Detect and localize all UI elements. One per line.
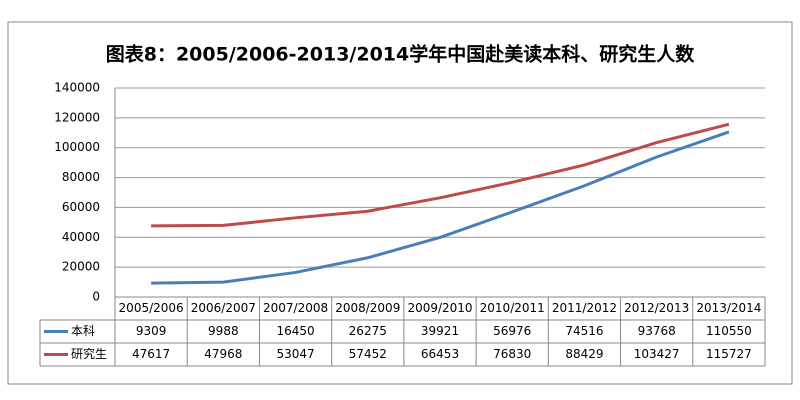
y-tick-label: 20000 [62, 260, 100, 274]
chart-frame [7, 21, 793, 385]
x-tick-label: 2013/2014 [696, 301, 761, 315]
x-tick-label: 2011/2012 [552, 301, 617, 315]
table-value: 39921 [421, 324, 459, 338]
table-value: 47617 [132, 347, 170, 361]
y-tick-label: 100000 [54, 140, 100, 154]
table-value: 76830 [493, 347, 531, 361]
table-value: 56976 [493, 324, 531, 338]
table-value: 57452 [349, 347, 387, 361]
table-value: 74516 [565, 324, 603, 338]
legend-label: 研究生 [71, 346, 107, 361]
x-tick-label: 2008/2009 [335, 301, 400, 315]
table-value: 88429 [565, 347, 603, 361]
table-value: 115727 [706, 347, 752, 361]
y-tick-label: 0 [92, 290, 100, 304]
table-value: 16450 [276, 324, 314, 338]
y-tick-label: 140000 [54, 81, 100, 95]
x-tick-label: 2006/2007 [191, 301, 256, 315]
table-value: 9309 [136, 324, 167, 338]
series-line [151, 130, 730, 285]
x-tick-label: 2005/2006 [119, 301, 184, 315]
x-tick-label: 2007/2008 [263, 301, 328, 315]
chart-title: 图表8：2005/2006-2013/2014学年中国赴美读本科、研究生人数 [106, 43, 696, 66]
table-value: 103427 [634, 347, 680, 361]
x-tick-label: 2012/2013 [624, 301, 689, 315]
y-tick-label: 60000 [62, 200, 100, 214]
legend-label: 本科 [71, 324, 95, 338]
table-value: 53047 [276, 347, 314, 361]
x-tick-label: 2010/2011 [480, 301, 545, 315]
series-line [151, 122, 730, 228]
table-value: 26275 [349, 324, 387, 338]
table-value: 9988 [208, 324, 239, 338]
table-value: 66453 [421, 347, 459, 361]
y-tick-label: 80000 [62, 170, 100, 184]
x-tick-label: 2009/2010 [407, 301, 472, 315]
y-tick-label: 40000 [62, 230, 100, 244]
table-value: 110550 [706, 324, 752, 338]
table-value: 47968 [204, 347, 242, 361]
y-tick-label: 120000 [54, 110, 100, 124]
table-value: 93768 [638, 324, 676, 338]
